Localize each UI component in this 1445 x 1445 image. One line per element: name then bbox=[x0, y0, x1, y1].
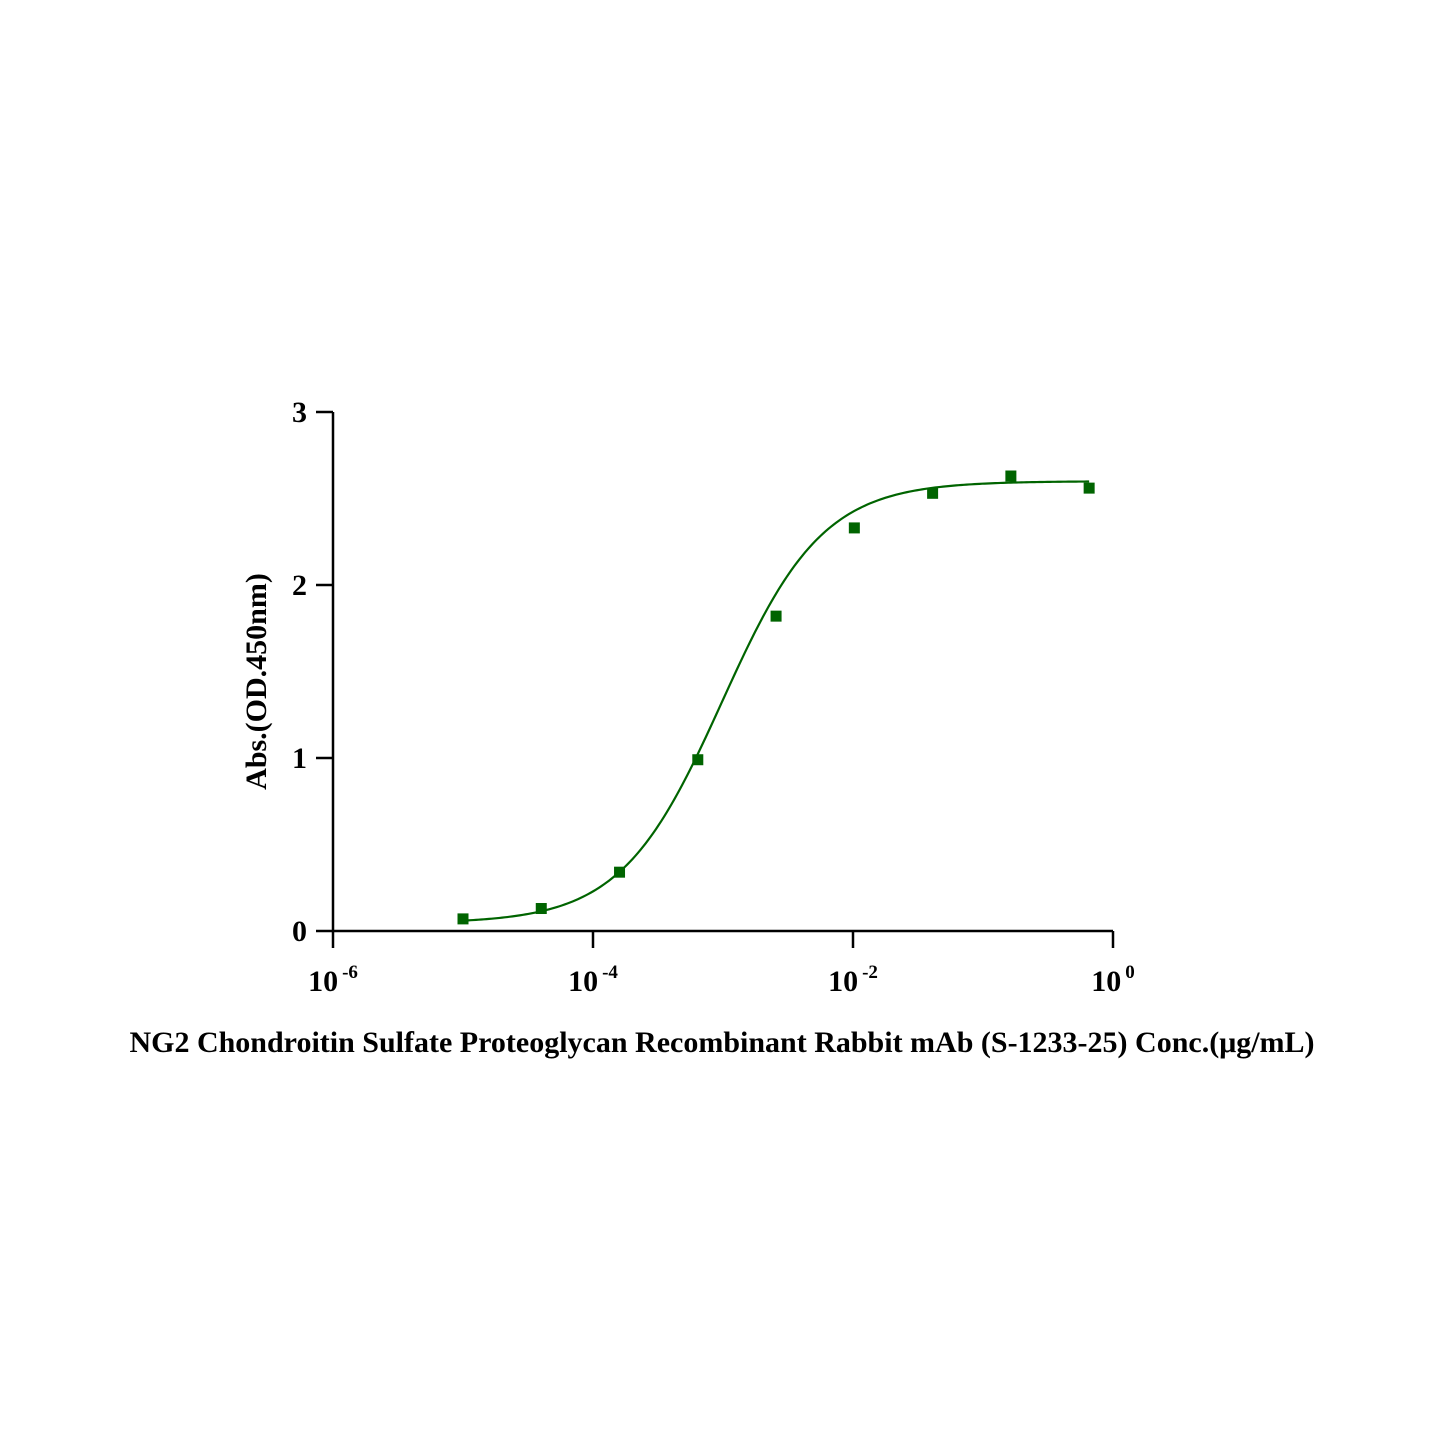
data-point bbox=[770, 610, 782, 622]
x-tick-label: 10 0 bbox=[1091, 962, 1135, 998]
axis-labels-layer: Abs.(OD.450nm) NG2 Chondroitin Sulfate Pr… bbox=[129, 573, 1314, 1059]
data-point bbox=[1083, 482, 1095, 494]
x-tick-label: 10 -4 bbox=[568, 962, 618, 998]
data-point bbox=[535, 903, 547, 915]
x-tick-label: 10 -6 bbox=[308, 962, 358, 998]
data-point bbox=[692, 754, 704, 766]
data-point bbox=[614, 866, 626, 878]
data-point bbox=[457, 913, 469, 925]
data-point bbox=[848, 522, 860, 534]
axes: 0 1 2 3 10 -6 10 -4 10 -2 10 0 bbox=[292, 396, 1135, 998]
x-axis-label: NG2 Chondroitin Sulfate Proteoglycan Rec… bbox=[129, 1026, 1314, 1059]
data-point bbox=[1005, 470, 1017, 482]
y-tick-label: 3 bbox=[292, 396, 307, 429]
data-point bbox=[927, 487, 939, 499]
y-axis-label: Abs.(OD.450nm) bbox=[240, 573, 273, 790]
fit-curve-layer bbox=[462, 480, 1090, 922]
y-tick-label: 1 bbox=[292, 742, 307, 775]
fit-curve bbox=[462, 480, 1090, 922]
y-tick-label: 0 bbox=[292, 915, 307, 948]
x-tick-label: 10 -2 bbox=[828, 962, 878, 998]
data-points-layer bbox=[457, 470, 1095, 925]
y-tick-label: 2 bbox=[292, 569, 307, 602]
